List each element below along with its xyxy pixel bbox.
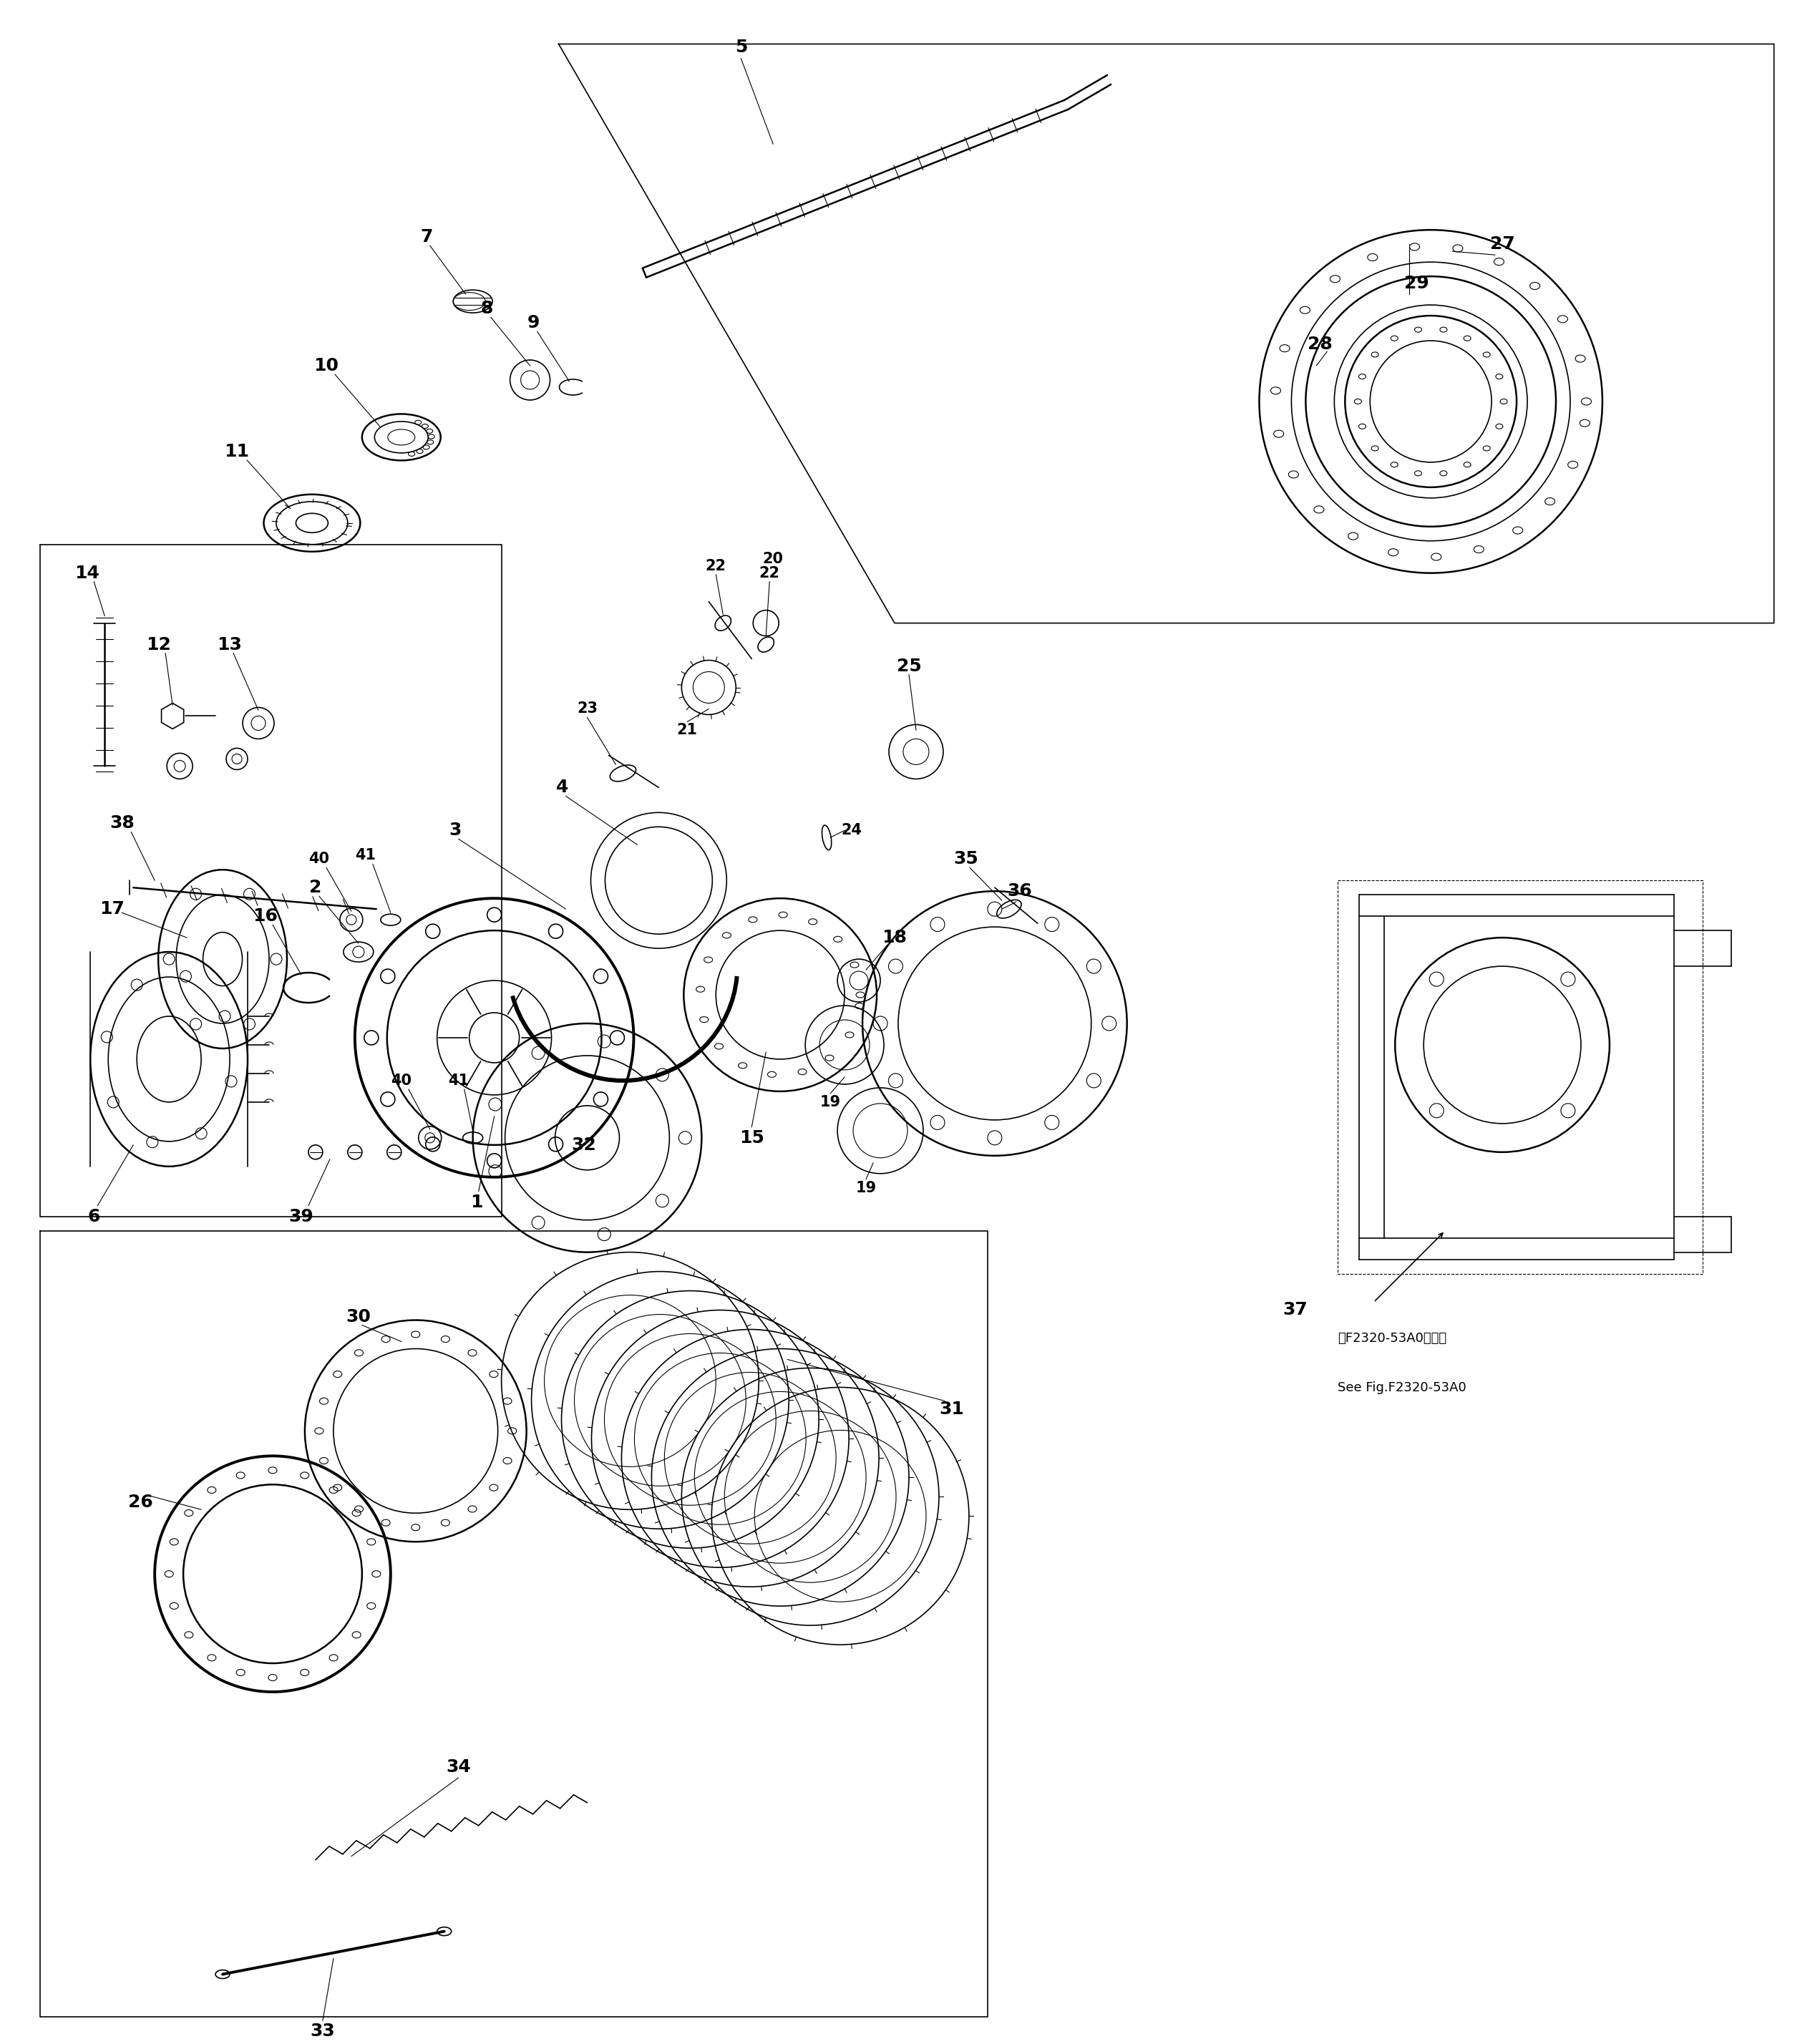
Text: 40: 40	[309, 852, 330, 867]
Text: 7: 7	[419, 229, 432, 245]
Text: 12: 12	[145, 636, 171, 654]
Text: 5: 5	[735, 39, 748, 55]
Text: 28: 28	[1307, 335, 1332, 354]
Text: 6: 6	[87, 1208, 100, 1224]
Text: 2: 2	[309, 879, 321, 895]
Text: 30: 30	[347, 1308, 370, 1325]
Text: 36: 36	[1007, 883, 1033, 899]
Text: 4: 4	[555, 779, 568, 795]
Text: 34: 34	[446, 1758, 470, 1776]
Text: 41: 41	[356, 848, 376, 863]
Text: 39: 39	[289, 1208, 314, 1224]
Text: 22: 22	[706, 558, 726, 572]
Text: 18: 18	[882, 930, 908, 946]
Text: 3: 3	[448, 822, 461, 838]
Text: 10: 10	[314, 358, 339, 374]
Text: 第F2320-53A0図参照: 第F2320-53A0図参照	[1338, 1331, 1447, 1345]
Text: 35: 35	[953, 850, 978, 867]
Text: 23: 23	[577, 701, 597, 715]
Text: 19: 19	[820, 1096, 840, 1110]
Text: 22: 22	[759, 566, 780, 580]
Text: 13: 13	[218, 636, 241, 654]
Text: 37: 37	[1283, 1300, 1307, 1318]
Text: See Fig.F2320-53A0: See Fig.F2320-53A0	[1338, 1382, 1467, 1394]
Text: 25: 25	[897, 658, 922, 675]
Text: 29: 29	[1405, 274, 1428, 292]
Text: 11: 11	[225, 444, 249, 460]
Text: 1: 1	[470, 1194, 483, 1210]
Text: 16: 16	[252, 908, 278, 924]
Text: 19: 19	[855, 1181, 877, 1196]
Text: 9: 9	[528, 315, 539, 331]
Text: 32: 32	[572, 1136, 595, 1153]
Text: 21: 21	[677, 724, 697, 738]
Text: 8: 8	[481, 300, 494, 317]
Text: 15: 15	[739, 1128, 764, 1147]
Text: 38: 38	[111, 816, 134, 832]
Text: 14: 14	[74, 564, 100, 583]
Text: 41: 41	[448, 1073, 468, 1087]
Text: 31: 31	[940, 1400, 964, 1419]
Text: 27: 27	[1490, 235, 1516, 253]
Text: 26: 26	[129, 1494, 152, 1511]
Text: 20: 20	[762, 552, 784, 566]
Text: 24: 24	[842, 824, 862, 838]
Text: 33: 33	[310, 2024, 336, 2040]
Text: 40: 40	[390, 1073, 412, 1087]
Text: 17: 17	[100, 901, 123, 918]
